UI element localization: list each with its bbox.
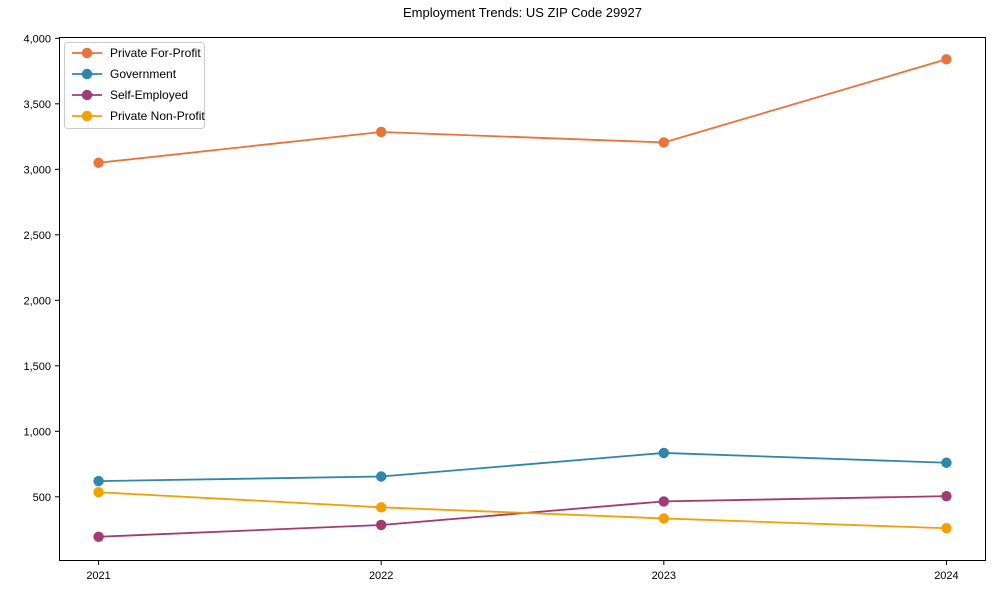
series-line-private-for-profit <box>98 58 947 164</box>
y-axis-tick-label: 4,000 <box>23 33 51 45</box>
legend-item-label-government: Government <box>110 67 177 81</box>
data-point-private-for-profit-2023 <box>658 137 670 148</box>
y-axis-tick-label: 500 <box>33 492 51 504</box>
y-axis-tick-label: 2,500 <box>23 230 51 242</box>
x-axis-tick-label: 2024 <box>934 570 958 582</box>
data-point-government-2022 <box>375 471 387 482</box>
x-axis-tick-label: 2021 <box>86 570 110 582</box>
legend-item-label-self-employed: Self-Employed <box>110 88 188 102</box>
y-axis-tick-label: 3,500 <box>23 99 51 111</box>
data-point-government-2021 <box>93 475 104 487</box>
y-axis-tick-label: 3,000 <box>23 164 51 176</box>
data-point-self-employed-2023 <box>658 496 670 507</box>
data-point-private-non-profit-2022 <box>375 502 387 513</box>
x-axis-tick-label: 2022 <box>369 570 393 582</box>
series-line-self-employed <box>98 495 947 538</box>
series-line-private-non-profit <box>98 491 947 530</box>
legend-marker-dot-government <box>81 68 93 80</box>
data-point-private-for-profit-2024 <box>941 54 952 65</box>
data-point-private-for-profit-2021 <box>93 157 104 168</box>
legend-item-label-private-non-profit: Private Non-Profit <box>110 109 205 123</box>
data-point-private-non-profit-2023 <box>658 513 670 524</box>
series-line-government <box>98 452 947 482</box>
data-point-government-2024 <box>941 457 952 468</box>
legend-marker-dot-private-for-profit <box>81 47 93 59</box>
legend-item-label-private-for-profit: Private For-Profit <box>110 46 201 60</box>
data-point-government-2023 <box>658 447 670 459</box>
legend-marker-dot-self-employed <box>81 89 93 101</box>
x-axis-tick-label: 2023 <box>652 570 676 582</box>
y-axis-tick-label: 1,000 <box>23 426 51 438</box>
legend-marker-dot-private-non-profit <box>81 110 93 122</box>
data-point-private-for-profit-2022 <box>375 126 387 138</box>
plot-area-border <box>59 37 986 561</box>
y-axis-tick-label: 2,000 <box>23 295 51 307</box>
chart-title: Employment Trends: US ZIP Code 29927 <box>403 5 642 20</box>
data-point-self-employed-2022 <box>375 519 387 531</box>
y-axis-tick-label: 1,500 <box>23 361 51 373</box>
data-point-self-employed-2024 <box>941 490 952 502</box>
data-point-self-employed-2021 <box>93 531 104 542</box>
legend-box <box>64 42 205 129</box>
data-point-private-non-profit-2024 <box>941 523 952 534</box>
data-point-private-non-profit-2021 <box>93 487 104 498</box>
